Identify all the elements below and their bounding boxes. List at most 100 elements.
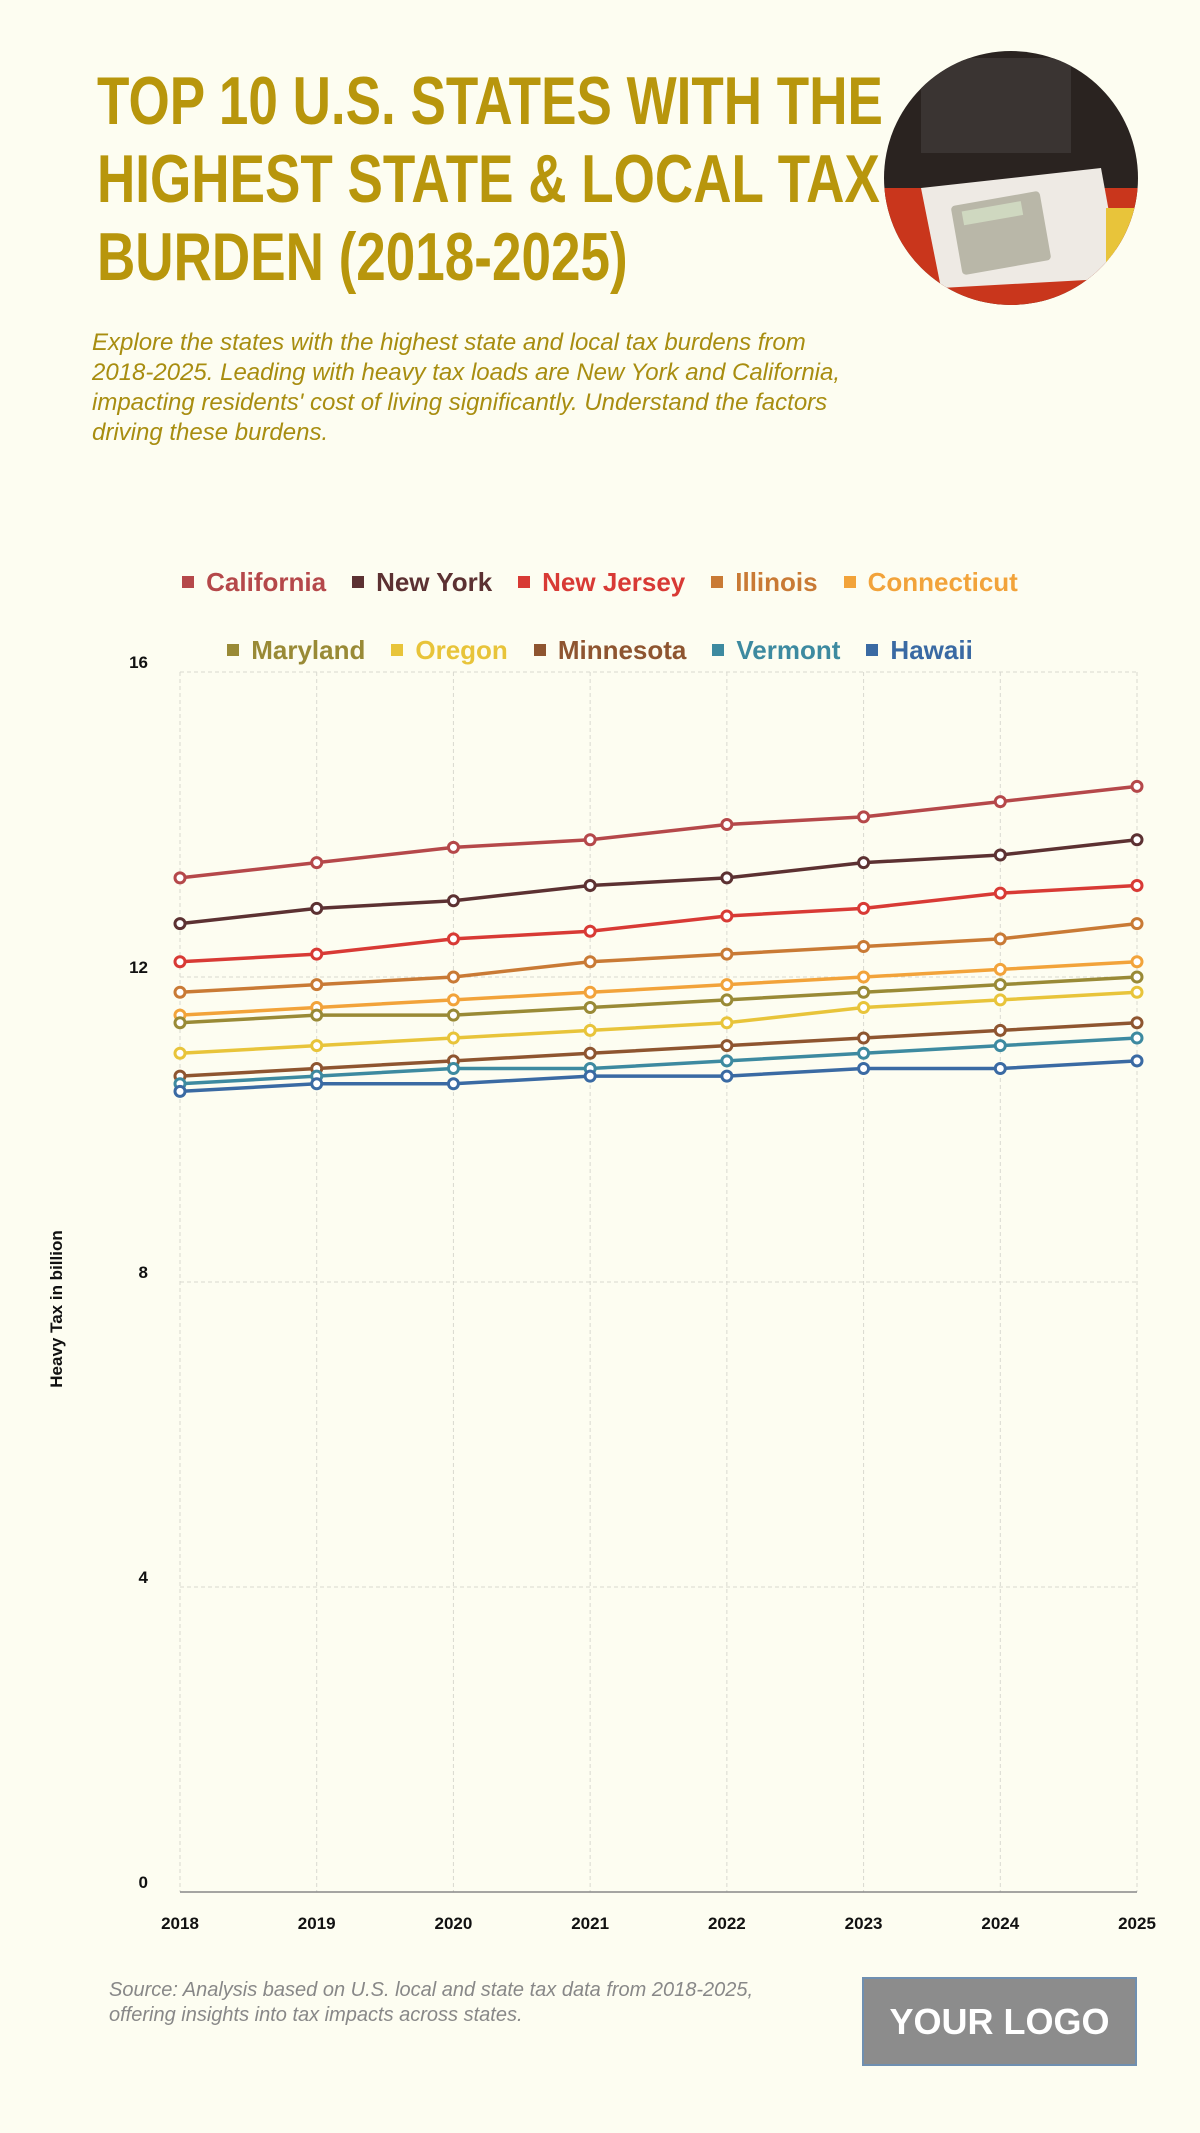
legend-swatch	[352, 576, 365, 588]
legend: California New York New Jersey Illinois Conn…	[0, 548, 1200, 684]
source-note: Source: Analysis based on U.S. local and…	[109, 1979, 754, 2026]
data-point	[857, 1062, 871, 1075]
x-tick-label: 2021	[571, 1914, 609, 1933]
logo: YOUR LOGO	[862, 1977, 1137, 2066]
y-tick-label: 12	[129, 958, 148, 977]
data-point	[310, 947, 324, 961]
legend-item: California	[182, 567, 326, 598]
legend-row: California New York New Jersey Illinois Conn…	[0, 548, 1200, 616]
data-point	[1130, 1016, 1144, 1030]
data-point	[173, 985, 187, 999]
data-point	[857, 1001, 871, 1014]
x-tick-label: 2025	[1118, 1914, 1156, 1933]
data-point	[1130, 985, 1144, 999]
data-point	[583, 955, 597, 969]
data-point	[446, 1031, 460, 1045]
y-tick-label: 16	[129, 653, 148, 672]
data-point	[446, 932, 460, 946]
data-point	[720, 818, 734, 831]
data-point	[1130, 879, 1144, 892]
data-point	[993, 993, 1007, 1007]
data-point	[446, 1062, 460, 1075]
data-point	[583, 985, 597, 999]
data-point	[1130, 1031, 1144, 1045]
data-point	[720, 1039, 734, 1053]
legend-swatch	[866, 644, 879, 656]
legend-item: Maryland	[227, 635, 365, 666]
data-point	[446, 894, 460, 908]
data-point	[310, 901, 324, 915]
data-point	[720, 1054, 734, 1068]
data-point	[173, 1084, 187, 1098]
data-point	[446, 993, 460, 1007]
data-point	[720, 1016, 734, 1030]
title: TOP 10 U.S. STATES WITH THE HIGHEST STAT…	[97, 63, 883, 295]
data-point	[173, 955, 187, 969]
data-point	[446, 1077, 460, 1091]
x-tick-label: 2018	[161, 1914, 199, 1933]
data-point	[583, 924, 597, 938]
legend-swatch	[182, 576, 195, 588]
series-line	[179, 1021, 1138, 1078]
series-line	[179, 975, 1138, 1025]
legend-item: Oregon	[391, 634, 508, 666]
legend-swatch	[533, 644, 546, 656]
legend-item: New Jersey	[518, 567, 685, 598]
series-line	[179, 960, 1138, 1017]
legend-label: Connecticut	[867, 566, 1018, 597]
data-point	[173, 1046, 187, 1060]
series-line	[179, 784, 1138, 880]
series-line	[179, 1059, 1138, 1094]
y-tick-label: 8	[139, 1263, 148, 1282]
data-point	[173, 1016, 187, 1030]
x-tick-label: 2019	[298, 1914, 336, 1933]
series-line	[179, 990, 1138, 1055]
x-tick-label: 2020	[435, 1914, 473, 1933]
data-point	[173, 871, 187, 885]
legend-label: Maryland	[251, 634, 366, 665]
data-point	[583, 1001, 597, 1014]
data-point	[993, 886, 1007, 900]
data-point	[993, 962, 1007, 976]
data-point	[310, 1039, 324, 1053]
data-point	[720, 947, 734, 961]
x-tick-label: 2024	[981, 1914, 1019, 1933]
data-point	[720, 993, 734, 1007]
legend-item: Minnesota	[533, 634, 687, 666]
data-point	[857, 985, 871, 999]
data-point	[310, 856, 324, 870]
y-tick-label: 0	[139, 1873, 148, 1892]
data-point	[993, 978, 1007, 992]
data-point	[173, 917, 187, 931]
legend-swatch	[712, 644, 725, 656]
data-point	[583, 1023, 597, 1037]
legend-item: Connecticut	[843, 566, 1018, 598]
data-point	[720, 978, 734, 992]
x-tick-label: 2023	[845, 1914, 883, 1933]
data-point	[310, 978, 324, 992]
legend-label: New Jersey	[542, 566, 686, 597]
data-point	[993, 1039, 1007, 1053]
data-point	[993, 1062, 1007, 1075]
legend-label: Minnesota	[557, 634, 687, 665]
data-point	[1130, 955, 1144, 969]
legend-swatch	[518, 576, 531, 588]
subtitle: Explore the states with the highest stat…	[92, 329, 841, 446]
series-line	[179, 883, 1138, 964]
legend-swatch	[711, 576, 724, 588]
data-point	[1130, 779, 1144, 793]
data-point	[583, 1046, 597, 1060]
legend-label: Vermont	[736, 634, 841, 665]
legend-item: Hawaii	[866, 635, 973, 666]
legend-label: Oregon	[415, 634, 508, 665]
data-point	[857, 970, 871, 984]
data-point	[1130, 970, 1144, 984]
header-photo	[884, 51, 1138, 305]
data-point	[857, 901, 871, 915]
data-point	[1130, 917, 1144, 931]
data-point	[446, 840, 460, 854]
data-point	[583, 833, 597, 847]
y-tick-label: 4	[139, 1568, 149, 1587]
